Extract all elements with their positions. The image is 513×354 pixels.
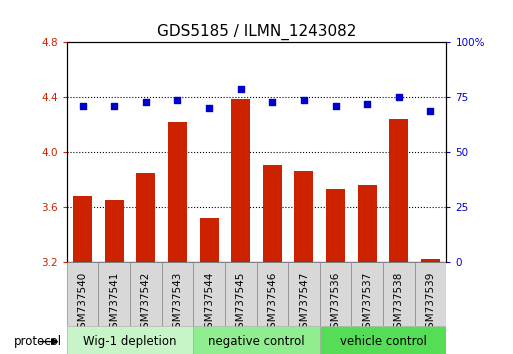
FancyBboxPatch shape [383,262,415,326]
Point [363,101,371,107]
Point [236,86,245,91]
Point [300,97,308,102]
Text: GSM737543: GSM737543 [172,272,183,335]
Point [205,105,213,111]
FancyBboxPatch shape [225,262,256,326]
Point [78,103,87,109]
Text: GSM737546: GSM737546 [267,272,278,335]
FancyBboxPatch shape [130,262,162,326]
FancyBboxPatch shape [67,326,193,354]
Text: negative control: negative control [208,335,305,348]
FancyBboxPatch shape [320,262,351,326]
Bar [136,173,155,262]
Text: Wig-1 depletion: Wig-1 depletion [83,335,176,348]
Text: vehicle control: vehicle control [340,335,426,348]
FancyBboxPatch shape [193,326,320,354]
Text: GSM737541: GSM737541 [109,272,119,335]
Text: GSM737538: GSM737538 [394,272,404,335]
FancyBboxPatch shape [288,262,320,326]
Point [173,97,182,102]
Point [268,99,277,104]
FancyBboxPatch shape [67,262,98,326]
Bar [73,196,92,262]
FancyBboxPatch shape [193,262,225,326]
Point [331,103,340,109]
Point [394,95,403,100]
Bar [358,185,377,262]
FancyBboxPatch shape [415,262,446,326]
Point [426,108,435,113]
Text: GSM737545: GSM737545 [235,272,246,335]
Bar [168,122,187,262]
Text: GSM737539: GSM737539 [425,272,436,335]
Title: GDS5185 / ILMN_1243082: GDS5185 / ILMN_1243082 [157,23,356,40]
Point [110,103,118,109]
Bar [200,218,219,262]
Bar [421,259,440,262]
Text: GSM737540: GSM737540 [77,272,88,335]
Bar [231,99,250,262]
Text: GSM737537: GSM737537 [362,272,372,335]
Bar [105,200,124,262]
Text: protocol: protocol [13,335,62,348]
Bar [263,165,282,262]
Bar [326,189,345,262]
FancyBboxPatch shape [320,326,446,354]
Point [142,99,150,104]
FancyBboxPatch shape [98,262,130,326]
Bar [294,171,313,262]
Text: GSM737547: GSM737547 [299,272,309,335]
Text: GSM737536: GSM737536 [330,272,341,335]
Bar [389,119,408,262]
FancyBboxPatch shape [256,262,288,326]
FancyBboxPatch shape [162,262,193,326]
Text: GSM737542: GSM737542 [141,272,151,335]
Text: GSM737544: GSM737544 [204,272,214,335]
FancyBboxPatch shape [351,262,383,326]
